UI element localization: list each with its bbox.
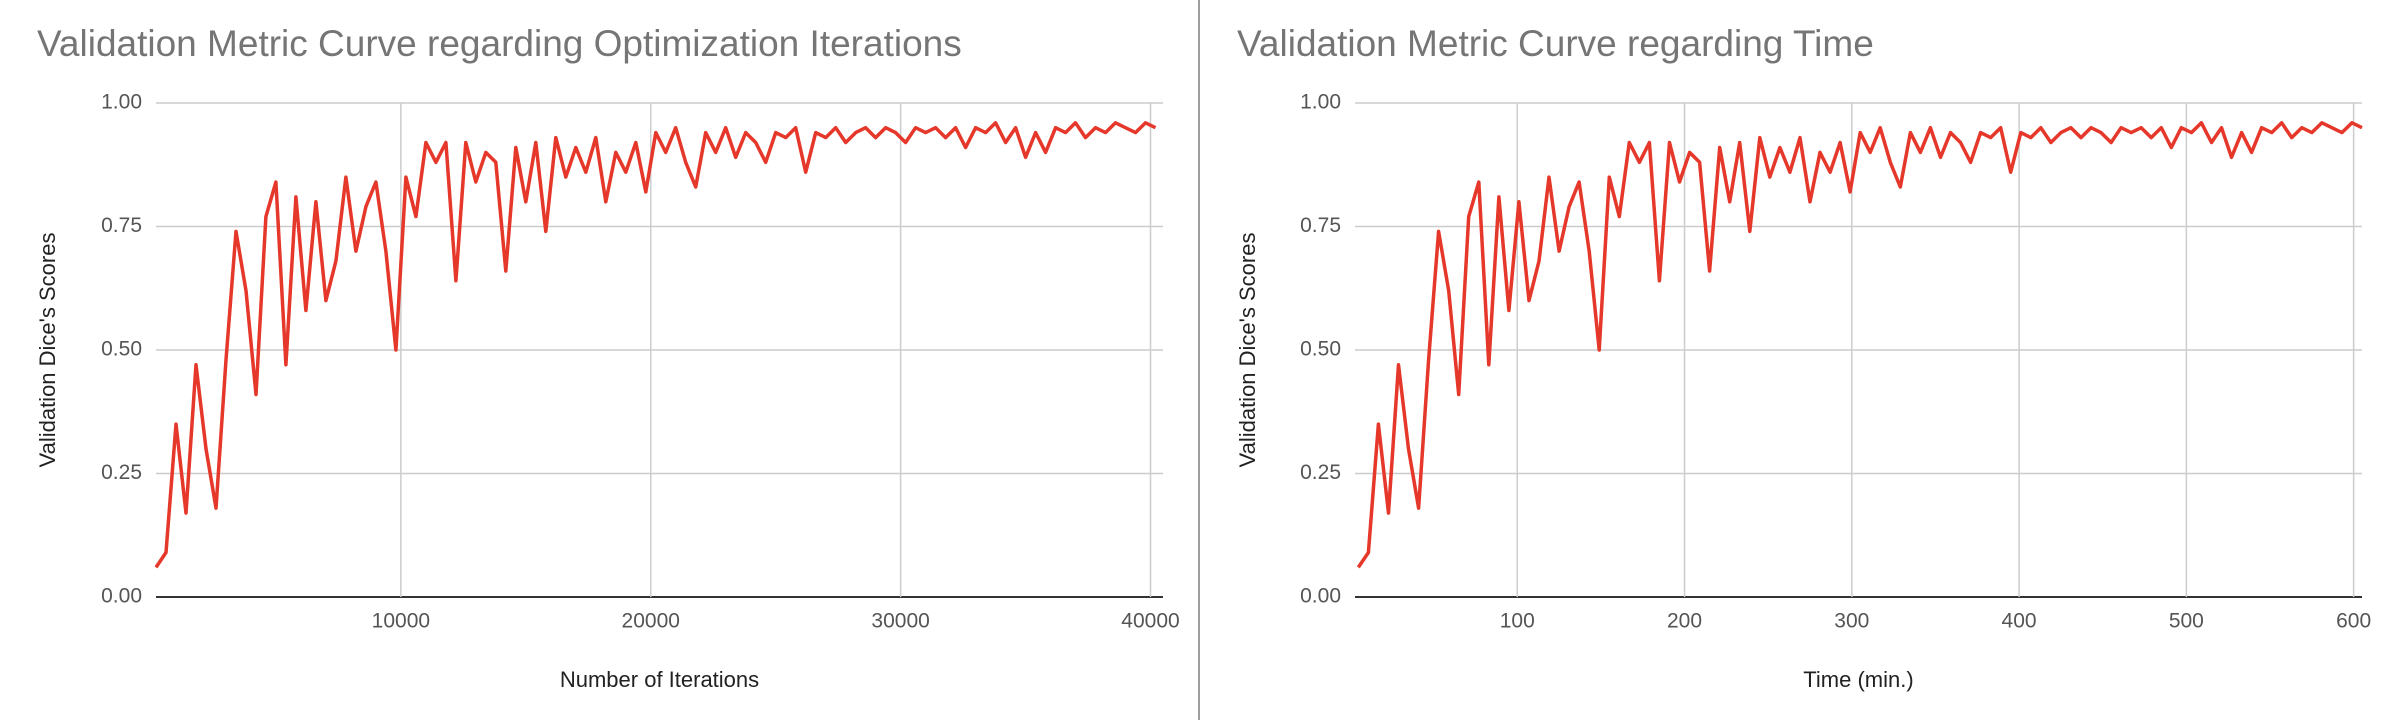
- x-tick-label: 10000: [372, 610, 430, 633]
- line-series: [1356, 121, 2363, 569]
- y-tick-label: 0.00: [1300, 585, 1341, 608]
- y-tick-label: 0.50: [101, 338, 142, 361]
- x-tick-label: 300: [1834, 610, 1869, 633]
- y-axis-title: Validation Dice's Scores: [1235, 233, 1260, 468]
- y-axis-title: Validation Dice's Scores: [35, 233, 60, 468]
- y-tick-label: 1.00: [1300, 91, 1341, 114]
- x-tick-label: 600: [2336, 610, 2371, 633]
- x-tick-label: 20000: [622, 610, 680, 633]
- y-tick-label: 0.25: [1300, 461, 1341, 484]
- line-series: [154, 121, 1157, 569]
- y-tick-label: 0.75: [1300, 214, 1341, 237]
- chart-title: Validation Metric Curve regarding Optimi…: [37, 23, 962, 64]
- y-tick-label: 0.25: [101, 461, 142, 484]
- y-tick-label: 0.75: [101, 214, 142, 237]
- x-tick-label: 500: [2169, 610, 2204, 633]
- y-tick-label: 0.00: [101, 585, 142, 608]
- x-tick-label: 30000: [871, 610, 929, 633]
- x-tick-label: 40000: [1121, 610, 1179, 633]
- x-axis-title: Time (min.): [1803, 667, 1913, 692]
- x-axis-title: Number of Iterations: [560, 667, 759, 692]
- y-tick-label: 0.50: [1300, 338, 1341, 361]
- chart-title: Validation Metric Curve regarding Time: [1237, 23, 1874, 64]
- x-tick-label: 400: [2002, 610, 2037, 633]
- y-tick-label: 1.00: [101, 91, 142, 114]
- x-tick-label: 200: [1667, 610, 1702, 633]
- x-tick-label: 100: [1500, 610, 1535, 633]
